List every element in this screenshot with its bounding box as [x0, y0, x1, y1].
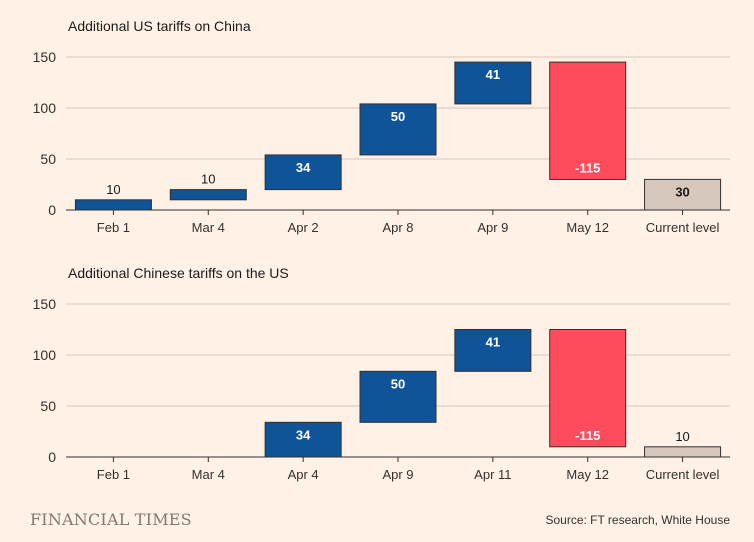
x-tick-label: Apr 9: [477, 220, 508, 235]
data-label: 41: [486, 67, 500, 82]
data-label: 10: [201, 172, 215, 187]
ft-logo: FINANCIAL TIMES: [30, 510, 192, 529]
bar-apr-9: [359, 370, 437, 423]
data-label: 34: [296, 160, 311, 175]
bar-feb-1: [74, 199, 152, 211]
x-tick-label: May 12: [566, 467, 609, 482]
x-tick-label: Apr 8: [382, 220, 413, 235]
x-tick-label: May 12: [566, 220, 609, 235]
x-tick-label: Mar 4: [192, 467, 225, 482]
data-label: 50: [391, 376, 405, 391]
y-tick-label: 0: [48, 202, 56, 218]
bar-current-level: [644, 446, 722, 458]
data-label: 10: [106, 182, 120, 197]
y-tick-label: 150: [33, 49, 57, 65]
data-label: -115: [575, 428, 600, 443]
bar-apr-9: [454, 61, 532, 105]
x-tick-label: Apr 2: [288, 220, 319, 235]
bar-mar-4: [169, 189, 247, 201]
x-tick-label: Apr 11: [474, 467, 511, 482]
x-tick-label: Apr 9: [382, 467, 413, 482]
data-label: -115: [575, 160, 600, 175]
y-tick-label: 150: [33, 296, 57, 312]
bar-apr-11: [454, 329, 532, 372]
data-label: 41: [486, 335, 500, 350]
chart-title-us-tariffs: Additional US tariffs on China: [68, 18, 251, 34]
x-tick-label: Feb 1: [97, 467, 130, 482]
bar-current-level: [644, 178, 722, 211]
bar-may-12: [549, 329, 627, 448]
y-tick-label: 100: [33, 347, 57, 363]
data-label: 50: [391, 109, 405, 124]
x-tick-label: Feb 1: [97, 220, 130, 235]
source-note: Source: FT research, White House: [545, 513, 730, 527]
us-tariffs-waterfall-chart: 0 50 100 150 10 Feb 1 10 Mar 4 34 Apr 2 50 Apr 8 41 A…: [33, 49, 730, 235]
data-label: 34: [296, 427, 311, 442]
chart-title-chinese-tariffs: Additional Chinese tariffs on the US: [68, 265, 289, 281]
y-tick-label: 100: [33, 100, 57, 116]
x-tick-label: Apr 4: [288, 467, 319, 482]
bar-apr-8: [359, 103, 437, 156]
data-label: 30: [675, 184, 689, 199]
bar-may-12: [549, 61, 627, 180]
bar-apr-2: [264, 154, 342, 191]
y-tick-label: 50: [40, 398, 56, 414]
x-tick-label: Current level: [646, 220, 720, 235]
bar-apr-4: [264, 421, 342, 458]
y-tick-label: 0: [48, 449, 56, 465]
chinese-tariffs-waterfall-chart: 0 50 100 150 Feb 1 Mar 4 34 Apr 4 50 Apr 9 41 Apr 1…: [33, 296, 730, 482]
x-tick-label: Current level: [646, 467, 720, 482]
y-tick-label: 50: [40, 151, 56, 167]
x-tick-label: Mar 4: [192, 220, 225, 235]
data-label: 10: [675, 429, 689, 444]
